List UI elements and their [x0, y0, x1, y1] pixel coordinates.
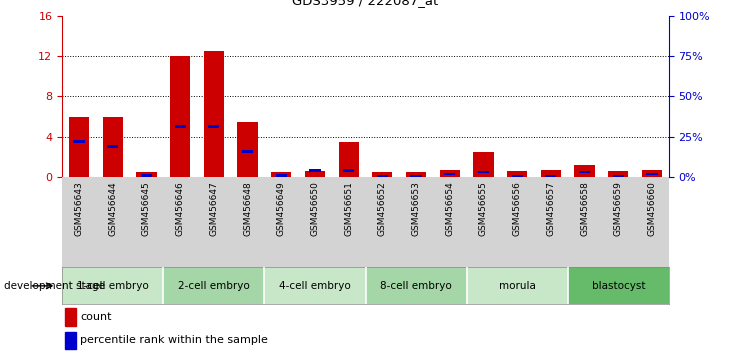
Bar: [478, 171, 489, 173]
Bar: [406, 172, 426, 177]
Bar: [579, 171, 590, 173]
Text: GSM456654: GSM456654: [445, 182, 454, 236]
Bar: [366, 267, 466, 304]
Text: GDS3959 / 222087_at: GDS3959 / 222087_at: [292, 0, 439, 7]
Text: GSM456645: GSM456645: [142, 182, 151, 236]
Text: GSM456646: GSM456646: [175, 182, 185, 236]
Text: blastocyst: blastocyst: [591, 281, 645, 291]
Bar: [69, 116, 89, 177]
Text: development stage: development stage: [4, 281, 105, 291]
Text: 2-cell embryo: 2-cell embryo: [178, 281, 250, 291]
Text: 4-cell embryo: 4-cell embryo: [279, 281, 351, 291]
Bar: [646, 172, 658, 175]
Bar: [439, 170, 460, 177]
Bar: [276, 174, 287, 177]
Text: GSM456647: GSM456647: [209, 182, 219, 236]
Bar: [444, 172, 455, 175]
Bar: [568, 267, 669, 304]
Bar: [175, 125, 186, 128]
Bar: [512, 175, 523, 178]
Bar: [474, 152, 493, 177]
Bar: [265, 267, 366, 304]
Text: GSM456656: GSM456656: [512, 182, 522, 236]
Text: GSM456651: GSM456651: [344, 182, 353, 236]
Bar: [309, 169, 320, 172]
Bar: [411, 175, 422, 178]
Bar: [608, 171, 629, 177]
Bar: [141, 174, 152, 177]
Bar: [372, 172, 393, 177]
Bar: [343, 169, 355, 172]
Text: GSM456658: GSM456658: [580, 182, 589, 236]
Text: 8-cell embryo: 8-cell embryo: [380, 281, 452, 291]
Text: percentile rank within the sample: percentile rank within the sample: [80, 335, 268, 345]
Bar: [163, 267, 265, 304]
Text: count: count: [80, 312, 112, 322]
Bar: [271, 172, 292, 177]
Bar: [102, 116, 123, 177]
Text: GSM456655: GSM456655: [479, 182, 488, 236]
Bar: [466, 267, 568, 304]
Bar: [642, 170, 662, 177]
Text: GSM456659: GSM456659: [614, 182, 623, 236]
Text: GSM456648: GSM456648: [243, 182, 252, 236]
Bar: [65, 308, 76, 326]
Bar: [507, 171, 527, 177]
Bar: [204, 51, 224, 177]
Bar: [238, 122, 257, 177]
Bar: [65, 332, 76, 349]
Bar: [62, 267, 163, 304]
Text: GSM456653: GSM456653: [412, 182, 420, 236]
Bar: [376, 175, 388, 178]
Bar: [338, 142, 359, 177]
Bar: [613, 175, 624, 178]
Text: 1-cell embryo: 1-cell embryo: [77, 281, 148, 291]
Text: GSM456650: GSM456650: [311, 182, 319, 236]
Bar: [541, 170, 561, 177]
Bar: [242, 150, 253, 153]
Bar: [305, 171, 325, 177]
Bar: [107, 145, 118, 148]
Bar: [73, 140, 85, 143]
Text: morula: morula: [499, 281, 536, 291]
Text: GSM456643: GSM456643: [75, 182, 83, 236]
Text: GSM456652: GSM456652: [378, 182, 387, 236]
Text: GSM456644: GSM456644: [108, 182, 117, 236]
Text: GSM456649: GSM456649: [277, 182, 286, 236]
Bar: [208, 125, 219, 128]
Bar: [545, 175, 556, 178]
Text: GSM456657: GSM456657: [546, 182, 556, 236]
Bar: [575, 165, 595, 177]
Text: GSM456660: GSM456660: [648, 182, 656, 236]
Bar: [136, 172, 156, 177]
Bar: [170, 56, 190, 177]
